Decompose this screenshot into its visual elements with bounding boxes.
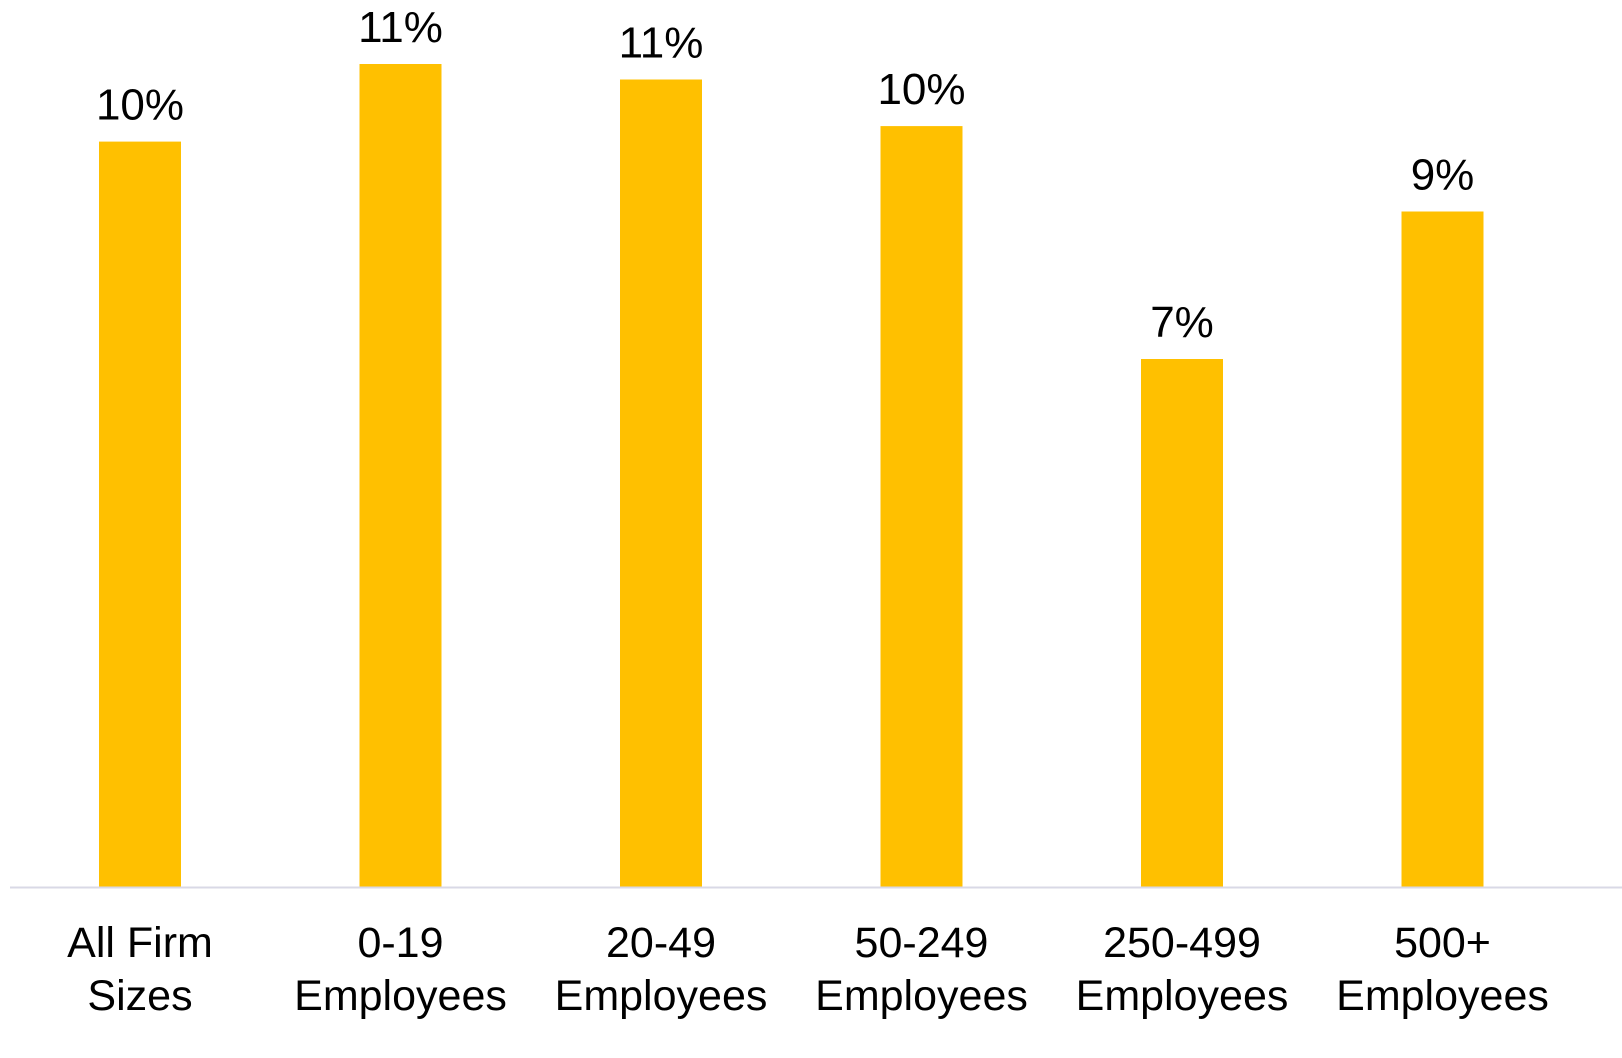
category-label-line: Employees [555, 972, 768, 1020]
bar [99, 141, 181, 888]
x-axis-category-label: 50-249 Employees [815, 919, 1028, 1020]
bar-value-label: 11% [358, 3, 443, 52]
bar-value-label: 10% [96, 81, 184, 130]
bar [880, 126, 963, 888]
x-axis-category-label: 500+ Employees [1336, 919, 1549, 1020]
category-label-line: Sizes [87, 972, 192, 1020]
bar-value-label: 7% [1150, 298, 1214, 347]
x-axis-category-label: All Firm Sizes [67, 919, 213, 1020]
x-axis-category-label: 20-49 Employees [555, 919, 768, 1020]
bar [1401, 211, 1484, 887]
bar-value-label: 10% [877, 65, 965, 114]
category-labels-group: All Firm Sizes 0-19 Employees 20-49 Employees… [67, 919, 1549, 1020]
bar-value-label: 9% [1411, 151, 1475, 200]
category-label-line: Employees [1076, 972, 1289, 1020]
bars-group [99, 64, 1484, 888]
category-label-line: 0-19 [357, 919, 443, 967]
category-label-line: Employees [815, 972, 1028, 1020]
category-label-line: 50-249 [855, 919, 989, 967]
category-label-line: 500+ [1394, 919, 1491, 967]
category-label-line: All Firm [67, 919, 213, 967]
bar-value-label: 11% [619, 19, 704, 68]
category-label-line: 250-499 [1103, 919, 1261, 967]
category-label-line: Employees [1336, 972, 1549, 1020]
bar [1141, 359, 1223, 887]
category-label-line: 20-49 [606, 919, 716, 967]
data-labels-group: 10% 11% 11% 10% 7% 9% [96, 3, 1474, 347]
bar [359, 64, 442, 887]
x-axis-category-label: 250-499 Employees [1076, 919, 1289, 1020]
category-label-line: Employees [294, 972, 507, 1020]
x-axis-category-label: 0-19 Employees [294, 919, 507, 1020]
bar [620, 79, 702, 887]
